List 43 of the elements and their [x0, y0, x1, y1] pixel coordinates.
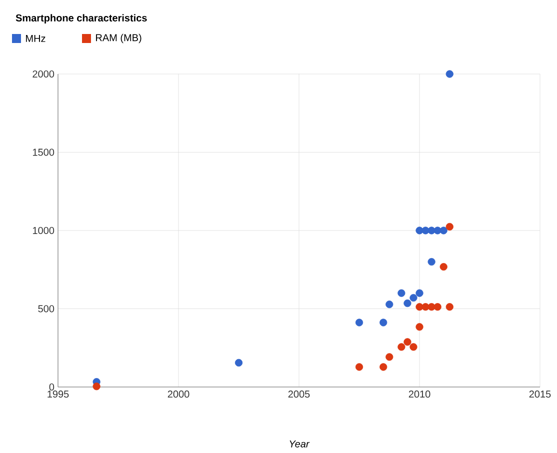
point [416, 303, 424, 311]
point [355, 363, 364, 371]
x-tick-label: 2000 [168, 390, 190, 398]
point [416, 323, 424, 331]
point [386, 353, 394, 361]
point [428, 258, 436, 266]
point [410, 294, 418, 302]
point [422, 226, 430, 234]
y-tick-label: 2000 [32, 70, 54, 78]
point [92, 382, 100, 390]
point [446, 303, 454, 311]
point [380, 363, 388, 371]
chart-title: Smartphone characteristics [16, 14, 147, 24]
x-axis-title: Year [290, 440, 310, 448]
point [446, 70, 454, 78]
point [434, 226, 442, 234]
point [380, 318, 388, 326]
y-tick-label: 1500 [32, 148, 54, 156]
point [404, 299, 412, 308]
y-tick-label: 500 [38, 305, 54, 312]
point [398, 289, 406, 297]
point [410, 343, 418, 351]
point [355, 318, 364, 326]
x-tick-label: 2010 [408, 390, 430, 398]
point [398, 343, 406, 351]
y-tick-label: 1000 [32, 226, 54, 234]
point [386, 300, 394, 308]
point [416, 289, 424, 297]
point [440, 263, 448, 271]
y-tick-label: 0 [49, 383, 54, 391]
point [428, 226, 436, 234]
point [440, 226, 448, 234]
x-tick-label: 2015 [529, 390, 551, 398]
point [422, 303, 430, 311]
x-tick-label: 2005 [288, 390, 310, 398]
x-tick-label: 1995 [48, 390, 69, 398]
point [446, 222, 454, 231]
legend-label: MHz [26, 35, 46, 42]
point [428, 303, 436, 311]
point [434, 303, 442, 311]
point [234, 358, 243, 367]
legend-label: RAM (MB) [96, 34, 142, 44]
point [404, 338, 412, 346]
